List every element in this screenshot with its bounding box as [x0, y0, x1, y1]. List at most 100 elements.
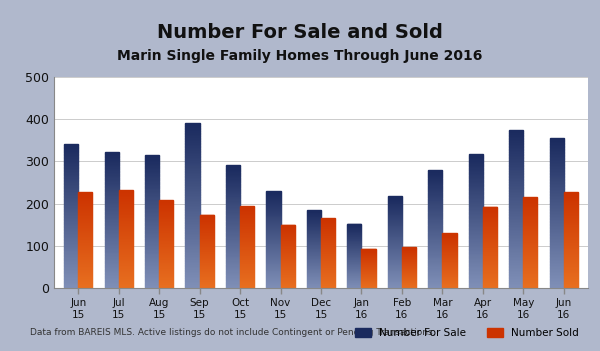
Bar [509, 179, 523, 180]
Bar [200, 277, 214, 278]
Bar [321, 229, 335, 230]
Bar [509, 191, 523, 193]
Bar [240, 207, 254, 208]
Bar [159, 269, 173, 270]
Bar [428, 269, 442, 270]
Bar [78, 221, 92, 222]
Bar [78, 208, 92, 210]
Bar [185, 182, 200, 184]
Bar [307, 223, 321, 224]
Bar [64, 160, 78, 161]
Bar [321, 236, 335, 237]
Bar [226, 207, 240, 208]
Bar [240, 231, 254, 232]
Bar [185, 167, 200, 169]
Bar [240, 284, 254, 285]
Bar [347, 263, 361, 264]
Bar [428, 227, 442, 228]
Bar [347, 254, 361, 255]
Bar [550, 186, 564, 188]
Bar [104, 228, 119, 229]
Bar [347, 239, 361, 240]
Bar [469, 261, 483, 263]
Bar [483, 263, 497, 264]
Bar [550, 269, 564, 270]
Bar [240, 265, 254, 266]
Bar [469, 236, 483, 237]
Bar [104, 281, 119, 282]
Bar [104, 193, 119, 194]
Bar [469, 229, 483, 230]
Bar [307, 274, 321, 275]
Bar [469, 168, 483, 169]
Bar [307, 272, 321, 273]
Bar [159, 207, 173, 208]
Bar [145, 207, 159, 208]
Bar [469, 204, 483, 205]
Bar [428, 255, 442, 256]
Bar [509, 168, 523, 169]
Bar [159, 267, 173, 269]
Bar [347, 247, 361, 248]
Bar [523, 274, 538, 275]
Bar [64, 157, 78, 158]
Bar [307, 275, 321, 276]
Bar [388, 229, 402, 230]
Bar [159, 266, 173, 267]
Bar [185, 270, 200, 271]
Bar [64, 173, 78, 174]
Bar [226, 268, 240, 270]
Bar [550, 224, 564, 225]
Bar [469, 224, 483, 225]
Bar [240, 258, 254, 259]
Bar [200, 236, 214, 237]
Bar [469, 154, 483, 155]
Bar [64, 224, 78, 226]
Bar [402, 247, 416, 248]
Bar [64, 203, 78, 204]
Bar [442, 245, 457, 246]
Bar [145, 245, 159, 247]
Bar [361, 259, 376, 260]
Bar [428, 275, 442, 276]
Bar [388, 205, 402, 206]
Bar [226, 273, 240, 274]
Bar [347, 235, 361, 236]
Bar [119, 284, 133, 285]
Bar [266, 206, 281, 207]
Bar [78, 195, 92, 196]
Bar [200, 244, 214, 245]
Bar [550, 265, 564, 267]
Bar [428, 233, 442, 234]
Bar [240, 240, 254, 241]
Bar [523, 202, 538, 203]
Bar [266, 287, 281, 288]
Bar [469, 188, 483, 189]
Bar [226, 231, 240, 233]
Bar [200, 258, 214, 259]
Bar [523, 249, 538, 250]
Bar [78, 194, 92, 195]
Bar [266, 266, 281, 267]
Bar [564, 261, 578, 262]
Bar [159, 224, 173, 225]
Bar [550, 195, 564, 197]
Bar [469, 218, 483, 220]
Bar [347, 251, 361, 252]
Bar [483, 251, 497, 252]
Bar [361, 273, 376, 274]
Bar [145, 252, 159, 253]
Bar [550, 226, 564, 228]
Bar [509, 231, 523, 232]
Bar [104, 232, 119, 233]
Bar [564, 206, 578, 207]
Bar [428, 200, 442, 201]
Bar [104, 188, 119, 190]
Bar [307, 211, 321, 212]
Bar [428, 262, 442, 263]
Bar [321, 250, 335, 251]
Bar [483, 234, 497, 235]
Bar [388, 266, 402, 267]
Bar [78, 274, 92, 276]
Bar [200, 245, 214, 246]
